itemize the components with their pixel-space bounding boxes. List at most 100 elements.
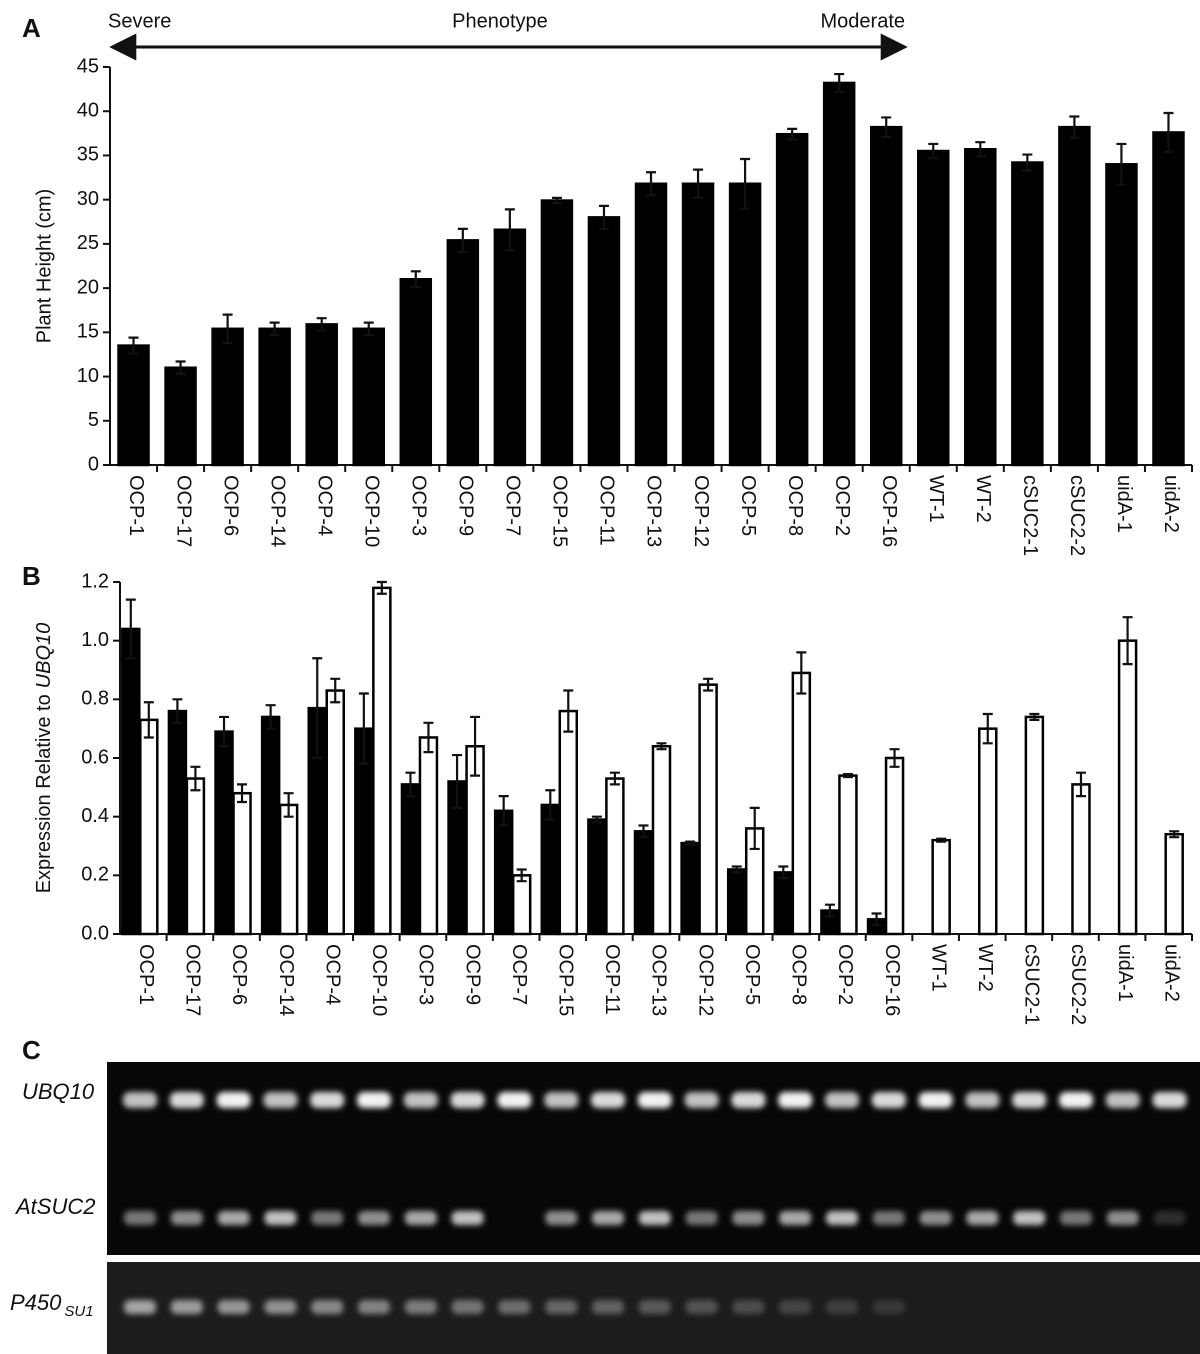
error-bar: [834, 72, 845, 93]
gel-band: [637, 1092, 672, 1108]
y-tick-label: 15: [77, 321, 99, 343]
error-bar: [871, 912, 882, 927]
gel-band: [1153, 1211, 1186, 1225]
gel-band: [778, 1092, 813, 1108]
gel-band: [919, 1211, 952, 1225]
bar: [121, 627, 141, 936]
x-tick-label: OCP-15: [549, 475, 571, 547]
bar: [791, 671, 812, 936]
gel-bands: [123, 1092, 1187, 1314]
x-tick-label: cSUC2-2: [1067, 944, 1089, 1025]
gel-band: [498, 1300, 531, 1314]
gel-band: [404, 1300, 437, 1314]
bar: [698, 683, 718, 936]
gel-band: [638, 1300, 671, 1314]
bar: [773, 871, 794, 936]
error-bar: [982, 712, 993, 745]
bar: [1058, 125, 1091, 467]
bar: [931, 838, 951, 936]
error-bar: [312, 657, 323, 760]
gel-band: [450, 1092, 485, 1108]
bar: [1105, 163, 1138, 467]
x-tick-label: cSUC2-1: [1021, 944, 1043, 1025]
bar: [978, 727, 998, 936]
error-bar: [125, 598, 136, 660]
error-bar: [237, 783, 248, 804]
error-bar: [740, 157, 751, 210]
bar: [260, 715, 281, 936]
gel-band: [1060, 1211, 1092, 1225]
error-bar: [598, 204, 609, 230]
gel-band: [592, 1300, 624, 1314]
bar: [726, 868, 747, 936]
x-tick-label: WT-1: [925, 475, 947, 523]
x-tick-label: OCP-4: [321, 944, 343, 1005]
x-tick-label: OCP-6: [228, 944, 250, 1005]
y-tick-label: 1.2: [81, 570, 109, 592]
gel-band: [871, 1092, 906, 1108]
x-tick-label: OCP-5: [741, 944, 763, 1005]
bar: [822, 81, 856, 467]
x-tick-label: OCP-11: [601, 944, 623, 1015]
bar: [185, 777, 206, 936]
error-bar: [591, 815, 602, 824]
annotation: Phenotype: [452, 10, 548, 32]
bar: [1117, 639, 1138, 936]
gel-band: [918, 1092, 953, 1108]
error-bar: [269, 321, 280, 337]
error-bar: [881, 116, 892, 138]
x-tick-label: uidA-2: [1160, 944, 1182, 1002]
error-bar: [1116, 142, 1127, 186]
error-bar: [498, 795, 509, 827]
x-tick-label: OCP-3: [415, 944, 437, 1005]
gel-band: [357, 1092, 391, 1108]
error-bar: [551, 196, 562, 205]
error-bar: [975, 141, 986, 158]
gel-band: [124, 1300, 156, 1314]
gel-band: [169, 1092, 204, 1108]
x-tick-label: OCP-12: [690, 475, 712, 547]
y-axis-label: Plant Height (cm): [33, 189, 55, 344]
gel-band: [1059, 1092, 1093, 1108]
x-tick-label: OCP-13: [643, 475, 665, 547]
error-bar: [190, 765, 201, 792]
gel-band: [1106, 1211, 1139, 1225]
bar: [1152, 131, 1185, 467]
x-tick-label: OCP-16: [878, 475, 900, 547]
x-tick-label: OCP-1: [135, 944, 157, 1005]
gel-band: [638, 1211, 671, 1225]
gel-band: [123, 1092, 157, 1108]
x-tick-label: OCP-9: [455, 475, 477, 536]
x-tick-label: WT-2: [972, 475, 994, 523]
error-bar: [363, 321, 374, 337]
gel-band: [451, 1300, 484, 1314]
bar: [634, 182, 668, 467]
bar: [278, 803, 299, 936]
x-tick-label: OCP-17: [182, 944, 204, 1016]
y-tick-label: 1.0: [81, 629, 109, 651]
error-bar: [1029, 712, 1040, 721]
error-bar: [545, 789, 556, 821]
bar: [493, 228, 527, 467]
error-bar: [128, 336, 139, 355]
x-tick-label: OCP-15: [555, 944, 577, 1016]
x-tick-label: OCP-7: [508, 944, 530, 1005]
x-tick-label: WT-2: [974, 944, 996, 992]
x-tick-label: OCP-13: [648, 944, 670, 1016]
error-bar: [1169, 830, 1180, 839]
error-bar: [787, 127, 798, 141]
error-bar: [358, 692, 369, 765]
x-tick-label: OCP-14: [266, 475, 288, 547]
bar: [884, 756, 905, 936]
error-bar: [423, 721, 434, 754]
gel-band: [592, 1211, 624, 1225]
error-bar: [405, 771, 416, 798]
x-tick-label: OCP-10: [368, 944, 390, 1016]
error-bar: [222, 313, 233, 345]
bar: [605, 777, 625, 936]
bar: [1164, 833, 1184, 936]
error-bar: [172, 698, 183, 724]
x-tick-label: OCP-6: [219, 475, 241, 536]
error-bar: [283, 792, 294, 818]
x-tick-label: WT-1: [927, 944, 949, 992]
